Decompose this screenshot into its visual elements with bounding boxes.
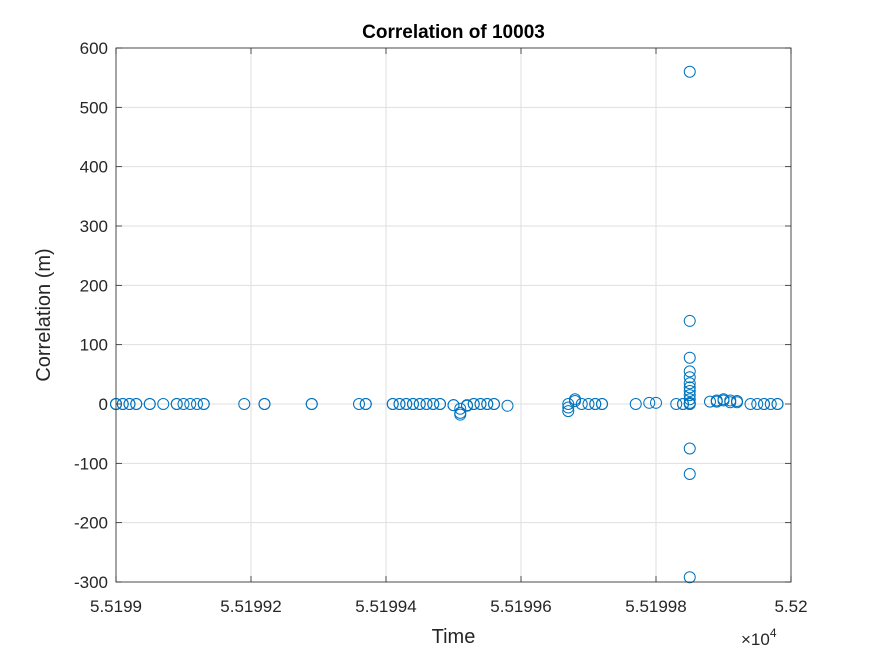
data-point bbox=[643, 396, 656, 409]
data-point bbox=[170, 398, 183, 410]
data-point bbox=[157, 398, 170, 410]
x-tick-label: 5.5199 bbox=[90, 597, 142, 616]
data-point bbox=[582, 398, 595, 410]
data-point bbox=[454, 408, 467, 421]
data-point bbox=[683, 65, 696, 78]
data-point bbox=[758, 398, 770, 410]
x-exponent-base: ×10 bbox=[741, 630, 770, 649]
data-point bbox=[683, 377, 696, 390]
data-point bbox=[771, 398, 784, 410]
data-point bbox=[683, 442, 696, 455]
axis-ticks: 5.5199 5.51992 5.51994 5.51996 5.51998 5.52 -3… bbox=[74, 39, 808, 616]
y-tick-label: 100 bbox=[80, 336, 108, 355]
data-point bbox=[683, 381, 696, 394]
data-point bbox=[454, 402, 467, 415]
data-point bbox=[359, 398, 372, 410]
data-point bbox=[393, 398, 406, 410]
data-point bbox=[596, 398, 608, 410]
data-point bbox=[481, 398, 494, 410]
data-point bbox=[413, 398, 426, 410]
x-tick-label: 5.51994 bbox=[355, 597, 416, 616]
data-point bbox=[589, 398, 602, 410]
data-point bbox=[467, 398, 480, 410]
data-point bbox=[123, 398, 136, 410]
data-point bbox=[177, 398, 190, 410]
data-point bbox=[683, 571, 696, 584]
y-tick-label: 200 bbox=[80, 276, 108, 295]
axes-box bbox=[115, 47, 792, 583]
data-point bbox=[670, 398, 683, 410]
data-point bbox=[353, 398, 365, 410]
data-point bbox=[386, 398, 399, 410]
y-tick-label: 300 bbox=[80, 217, 108, 236]
data-point bbox=[629, 398, 642, 410]
data-point bbox=[683, 314, 696, 327]
data-point bbox=[569, 393, 581, 406]
data-point bbox=[650, 396, 662, 409]
x-tick-label: 5.51996 bbox=[490, 597, 551, 616]
y-tick-label: -300 bbox=[74, 573, 108, 592]
y-tick-label: -200 bbox=[74, 514, 108, 533]
y-axis-label: Correlation (m) bbox=[33, 248, 55, 381]
data-point bbox=[731, 396, 743, 409]
data-point bbox=[447, 399, 460, 412]
data-point bbox=[562, 398, 575, 410]
data-point bbox=[683, 384, 696, 397]
data-point bbox=[677, 398, 689, 410]
data-point bbox=[562, 405, 575, 418]
data-point bbox=[683, 393, 696, 406]
data-point bbox=[724, 396, 737, 409]
data-point bbox=[501, 399, 514, 412]
y-tick-label: 0 bbox=[99, 395, 108, 414]
data-point bbox=[744, 398, 757, 410]
data-point bbox=[474, 398, 487, 410]
x-tick-label: 5.52 bbox=[774, 597, 807, 616]
data-point bbox=[400, 398, 413, 410]
chart-title: Correlation of 10003 bbox=[362, 22, 545, 43]
data-point bbox=[191, 398, 203, 410]
data-point bbox=[461, 399, 473, 412]
data-point bbox=[683, 371, 696, 384]
y-tick-label: 400 bbox=[80, 158, 108, 177]
x-axis-label: Time bbox=[432, 626, 476, 648]
data-point bbox=[238, 398, 251, 410]
data-point bbox=[704, 395, 716, 408]
data-point bbox=[683, 365, 696, 378]
data-point bbox=[683, 398, 696, 410]
data-point bbox=[305, 398, 318, 410]
data-point bbox=[407, 398, 419, 410]
data-point bbox=[717, 394, 730, 407]
x-exponent-label: ×104 bbox=[741, 626, 777, 649]
data-point bbox=[751, 398, 764, 410]
data-point bbox=[116, 398, 129, 410]
x-tick-label: 5.51998 bbox=[625, 597, 686, 616]
x-tick-label: 5.51992 bbox=[220, 597, 281, 616]
data-point bbox=[427, 398, 440, 410]
data-point bbox=[575, 398, 588, 410]
y-tick-label: -100 bbox=[74, 454, 108, 473]
y-tick-label: 500 bbox=[80, 98, 108, 117]
data-point bbox=[420, 398, 433, 410]
data-points bbox=[110, 65, 784, 584]
x-exponent-power: 4 bbox=[770, 626, 777, 640]
data-point bbox=[143, 398, 156, 410]
data-point bbox=[130, 398, 143, 410]
grid-lines bbox=[115, 47, 792, 583]
data-point bbox=[488, 398, 500, 410]
y-tick-label: 600 bbox=[80, 39, 108, 58]
data-point bbox=[184, 398, 197, 410]
data-point bbox=[710, 394, 723, 407]
data-point bbox=[764, 398, 777, 410]
axes-background bbox=[116, 48, 791, 582]
data-point bbox=[683, 468, 696, 481]
data-point bbox=[197, 398, 210, 410]
data-point bbox=[258, 398, 271, 410]
data-point bbox=[683, 389, 696, 402]
data-point bbox=[683, 351, 696, 364]
data-point bbox=[434, 398, 446, 410]
data-point bbox=[562, 401, 575, 414]
